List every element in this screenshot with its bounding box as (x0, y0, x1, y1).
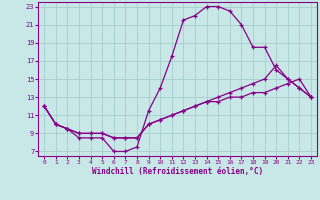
X-axis label: Windchill (Refroidissement éolien,°C): Windchill (Refroidissement éolien,°C) (92, 167, 263, 176)
